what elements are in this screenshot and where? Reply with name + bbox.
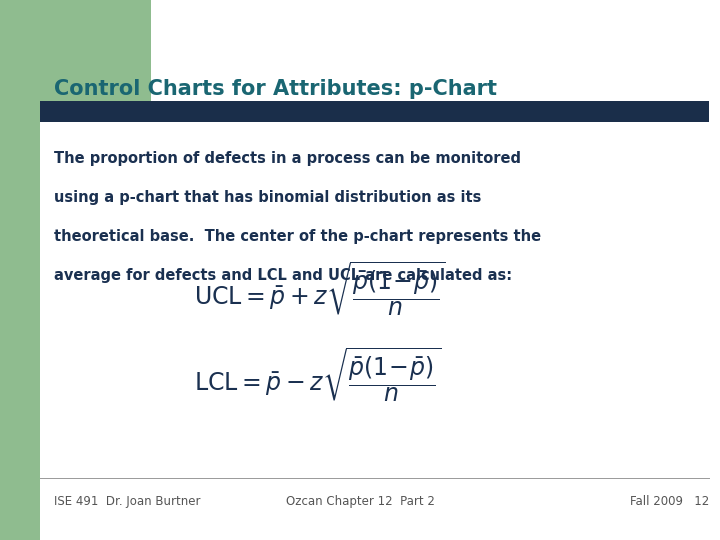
Text: Control Charts for Attributes: p-Chart: Control Charts for Attributes: p-Chart bbox=[54, 79, 497, 99]
Text: The proportion of defects in a process can be monitored: The proportion of defects in a process c… bbox=[54, 151, 521, 166]
Text: theoretical base.  The center of the p-chart represents the: theoretical base. The center of the p-ch… bbox=[54, 229, 541, 244]
Text: $\mathrm{UCL} = \bar{p} + z\sqrt{\dfrac{\bar{p}(1\!-\!\bar{p})}{n}}$: $\mathrm{UCL} = \bar{p} + z\sqrt{\dfrac{… bbox=[194, 259, 446, 319]
Bar bbox=[0, 113, 40, 540]
Bar bbox=[0, 0, 151, 113]
Bar bbox=[40, 101, 709, 122]
Text: ISE 491  Dr. Joan Burtner: ISE 491 Dr. Joan Burtner bbox=[54, 495, 200, 508]
Text: $\mathrm{LCL} = \bar{p} - z\sqrt{\dfrac{\bar{p}(1\!-\!\bar{p})}{n}}$: $\mathrm{LCL} = \bar{p} - z\sqrt{\dfrac{… bbox=[194, 346, 441, 405]
Text: Fall 2009   12: Fall 2009 12 bbox=[630, 495, 709, 508]
Text: average for defects and LCL and UCL are calculated as:: average for defects and LCL and UCL are … bbox=[54, 268, 512, 283]
Text: using a p-chart that has binomial distribution as its: using a p-chart that has binomial distri… bbox=[54, 190, 482, 205]
Text: Ozcan Chapter 12  Part 2: Ozcan Chapter 12 Part 2 bbox=[286, 495, 434, 508]
